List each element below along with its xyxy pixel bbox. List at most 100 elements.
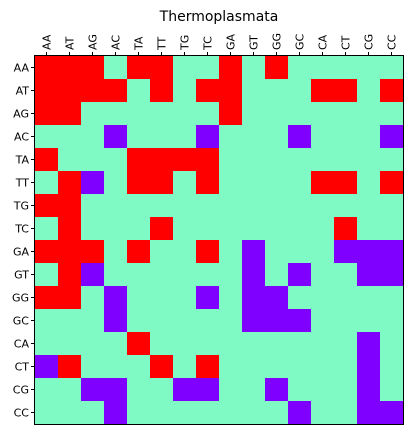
- heatmap-cell-AA-TC: [196, 56, 220, 80]
- y-tick-label: GC: [13, 315, 30, 328]
- heatmap-cell-CC-TA: [127, 401, 151, 425]
- y-tick-label: AT: [16, 85, 30, 98]
- heatmap-cell-GC-TT: [150, 309, 174, 333]
- heatmap-cell-CA-AA: [35, 332, 59, 356]
- heatmap-cell-GA-TT: [150, 240, 174, 264]
- heatmap-cell-TA-CG: [357, 148, 381, 172]
- heatmap-cell-CT-AT: [58, 355, 82, 379]
- heatmap-cell-TT-AA: [35, 171, 59, 195]
- heatmap-cell-GG-GT: [242, 286, 266, 310]
- heatmap-cell-GT-CA: [311, 263, 335, 287]
- heatmap-cell-CG-TT: [150, 378, 174, 402]
- y-tick-label: GA: [13, 246, 30, 259]
- heatmap-cell-TG-CC: [380, 194, 404, 218]
- heatmap-cell-GG-CA: [311, 286, 335, 310]
- heatmap-cell-GC-AC: [104, 309, 128, 333]
- heatmap-cell-CG-GT: [242, 378, 266, 402]
- heatmap-cell-CA-TA: [127, 332, 151, 356]
- heatmap-cell-CC-GC: [288, 401, 312, 425]
- heatmap-cell-TC-CC: [380, 217, 404, 241]
- heatmap-cell-CC-GG: [265, 401, 289, 425]
- y-tick-label: TA: [15, 154, 30, 167]
- heatmap-cell-CA-CT: [334, 332, 358, 356]
- heatmap-cell-CT-AC: [104, 355, 128, 379]
- heatmap-cell-AC-TG: [173, 125, 197, 149]
- heatmap-cell-TA-GT: [242, 148, 266, 172]
- heatmap-cell-GA-CG: [357, 240, 381, 264]
- heatmap-cell-GC-GG: [265, 309, 289, 333]
- heatmap-cell-AG-CC: [380, 102, 404, 126]
- heatmap-cell-AA-TT: [150, 56, 174, 80]
- y-tick-label: AG: [13, 108, 29, 121]
- heatmap-cell-GA-GC: [288, 240, 312, 264]
- heatmap-cell-TC-GC: [288, 217, 312, 241]
- heatmap-cell-TT-AT: [58, 171, 82, 195]
- heatmap-cell-GC-CC: [380, 309, 404, 333]
- heatmap-cell-AA-CC: [380, 56, 404, 80]
- heatmap-cell-AA-GG: [265, 56, 289, 80]
- heatmap-cell-TG-CT: [334, 194, 358, 218]
- heatmap-cell-AT-CC: [380, 79, 404, 103]
- heatmap-cell-AA-GC: [288, 56, 312, 80]
- heatmap-cell-AA-AC: [104, 56, 128, 80]
- heatmap-cell-AG-AC: [104, 102, 128, 126]
- heatmap-cell-TC-AC: [104, 217, 128, 241]
- heatmap-cell-TC-TG: [173, 217, 197, 241]
- heatmap-cell-AT-CG: [357, 79, 381, 103]
- heatmap-cell-GC-CT: [334, 309, 358, 333]
- heatmap-cell-TC-CG: [357, 217, 381, 241]
- heatmap-cell-TC-GT: [242, 217, 266, 241]
- heatmap-cell-TA-TA: [127, 148, 151, 172]
- heatmap-cell-AC-CT: [334, 125, 358, 149]
- heatmap-cell-GA-CC: [380, 240, 404, 264]
- heatmap-cell-AC-TC: [196, 125, 220, 149]
- chart-title: Thermoplasmata: [159, 9, 279, 25]
- heatmap-cell-AG-AA: [35, 102, 59, 126]
- heatmap-cell-CC-CT: [334, 401, 358, 425]
- heatmap-cell-AT-GG: [265, 79, 289, 103]
- heatmap-cell-CG-AC: [104, 378, 128, 402]
- x-tick-label: AC: [110, 35, 123, 50]
- heatmap-cell-TT-CT: [334, 171, 358, 195]
- heatmap-cell-AT-CA: [311, 79, 335, 103]
- heatmap-cell-CT-TG: [173, 355, 197, 379]
- heatmap-cell-AT-TT: [150, 79, 174, 103]
- heatmap-cell-CG-TA: [127, 378, 151, 402]
- heatmap-cell-CC-GA: [219, 401, 243, 425]
- heatmap-cell-TC-TA: [127, 217, 151, 241]
- heatmap-cell-AC-GT: [242, 125, 266, 149]
- heatmap-cell-CA-TC: [196, 332, 220, 356]
- heatmap-cell-AT-GA: [219, 79, 243, 103]
- heatmap-cell-AG-TC: [196, 102, 220, 126]
- heatmap-cell-AT-TG: [173, 79, 197, 103]
- heatmap-cell-GT-TG: [173, 263, 197, 287]
- heatmap-cell-TC-CT: [334, 217, 358, 241]
- heatmap-cell-GT-CT: [334, 263, 358, 287]
- y-tick-label: CG: [13, 384, 29, 397]
- heatmap-cell-TC-AT: [58, 217, 82, 241]
- heatmap-cell-CA-GG: [265, 332, 289, 356]
- heatmap-cell-TG-AA: [35, 194, 59, 218]
- heatmap-cell-CC-CG: [357, 401, 381, 425]
- heatmap-cell-TT-GT: [242, 171, 266, 195]
- heatmap-cell-AT-CT: [334, 79, 358, 103]
- x-tick-label: GG: [271, 33, 284, 50]
- heatmap-cell-AG-GC: [288, 102, 312, 126]
- heatmap-cell-AT-AT: [58, 79, 82, 103]
- heatmap-cell-AT-AA: [35, 79, 59, 103]
- heatmap-cell-CC-TG: [173, 401, 197, 425]
- heatmap-cell-TC-AA: [35, 217, 59, 241]
- heatmap-cell-TA-TT: [150, 148, 174, 172]
- heatmap-cell-TT-TC: [196, 171, 220, 195]
- heatmap-cell-CG-AG: [81, 378, 105, 402]
- heatmap-cell-GG-CC: [380, 286, 404, 310]
- heatmap-cell-GC-CA: [311, 309, 335, 333]
- x-tick-label: TA: [133, 36, 146, 51]
- y-tick-label: AC: [14, 131, 29, 144]
- heatmap-cell-AC-CC: [380, 125, 404, 149]
- heatmap-cell-CG-CT: [334, 378, 358, 402]
- heatmap-cell-GT-GA: [219, 263, 243, 287]
- heatmap-cell-GC-TG: [173, 309, 197, 333]
- heatmap-cell-GT-TT: [150, 263, 174, 287]
- heatmap-cell-CA-TT: [150, 332, 174, 356]
